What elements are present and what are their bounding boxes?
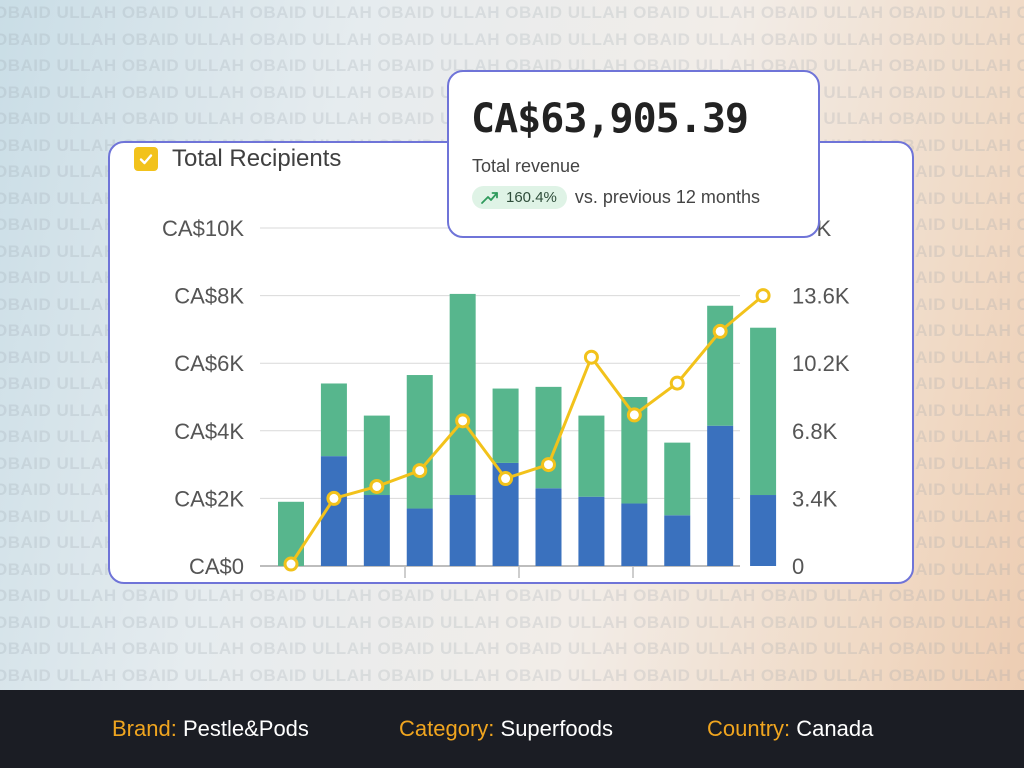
legend[interactable]: Total Recipients: [134, 145, 341, 173]
footer-country: Country: Canada: [707, 716, 873, 742]
footer-brand: Brand: Pestle&Pods: [112, 716, 309, 742]
line-point: [541, 457, 556, 473]
bar-segment-green: [578, 415, 605, 497]
y-right-tick-label: 13.6K: [792, 284, 850, 309]
bar-segment-blue: [664, 515, 691, 566]
y-left-tick-label: CA$2K: [174, 486, 244, 511]
kpi-label: Total revenue: [472, 156, 581, 176]
bar-segment-blue: [535, 488, 562, 566]
bar-segment-green: [406, 375, 433, 509]
footer-category-key: Category:: [399, 716, 495, 741]
y-left-tick-label: CA$4K: [174, 419, 244, 444]
y-right-tick-label: 3.4K: [792, 486, 838, 511]
bar-segment-blue: [363, 495, 390, 566]
bar-segment-blue: [707, 425, 734, 566]
bar-segment-blue: [750, 495, 777, 566]
y-right-tick-label: 0: [792, 554, 804, 579]
line-point: [583, 349, 599, 365]
footer-category-value: Superfoods: [500, 716, 614, 741]
kpi-value: CA$63,905.39: [471, 96, 749, 142]
line-point: [283, 556, 299, 572]
line-point: [498, 471, 514, 487]
y-left-tick-label: CA$8K: [174, 284, 244, 309]
trend-up-icon: [481, 191, 498, 204]
line-point: [326, 490, 342, 506]
footer-brand-value: Pestle&Pods: [182, 716, 309, 741]
y-right-tick-label: 10.2K: [792, 351, 850, 376]
line-point: [755, 288, 771, 304]
bar-segment-blue: [578, 496, 605, 566]
legend-label: Total Recipients: [172, 145, 342, 172]
footer-country-value: Canada: [796, 716, 874, 741]
line-point: [712, 323, 728, 339]
kpi-trend: 160.4% vs. previous 12 months: [472, 186, 760, 209]
line-point: [412, 463, 428, 479]
y-left-tick-label: CA$6K: [174, 351, 244, 376]
trend-comparison-text: vs. previous 12 months: [574, 187, 760, 207]
chart-svg: CA$0 CA$2K CA$4K CA$6K CA$8K CA$10K 0 3.4K 6.8K 1…: [162, 216, 850, 579]
bar-segment-blue: [449, 495, 476, 566]
bar-segment-green: [449, 293, 476, 496]
kpi-card: CA$63,905.39 Total revenue 160.4% vs. pr…: [447, 70, 820, 238]
bar-segment-blue: [406, 508, 433, 566]
bar-segment-green: [278, 501, 304, 566]
line-point: [626, 407, 642, 423]
bar-segment-blue: [621, 503, 648, 566]
bar-segment-green: [320, 383, 347, 457]
y-right-tick-label: 6.8K: [792, 419, 838, 444]
trend-percent: 160.4%: [506, 189, 557, 206]
footer-category: Category: Superfoods: [399, 716, 613, 742]
bar-segment-green: [750, 327, 777, 496]
footer-bar: Brand: Pestle&Pods Category: Superfoods …: [0, 690, 1024, 768]
y-left-tick-label: CA$10K: [162, 216, 244, 241]
line-point: [669, 375, 685, 391]
trend-badge: 160.4%: [472, 186, 567, 209]
checkbox-icon[interactable]: [134, 147, 158, 171]
footer-country-key: Country:: [707, 716, 791, 741]
line-point: [369, 478, 385, 494]
bar-segment-green: [664, 442, 691, 516]
bar-segment-green: [492, 388, 519, 463]
line-series: [289, 294, 765, 565]
y-left-tick-label: CA$0: [189, 554, 244, 579]
line-point: [455, 413, 471, 429]
footer-brand-key: Brand:: [112, 716, 177, 741]
bar-segment-green: [535, 386, 562, 489]
